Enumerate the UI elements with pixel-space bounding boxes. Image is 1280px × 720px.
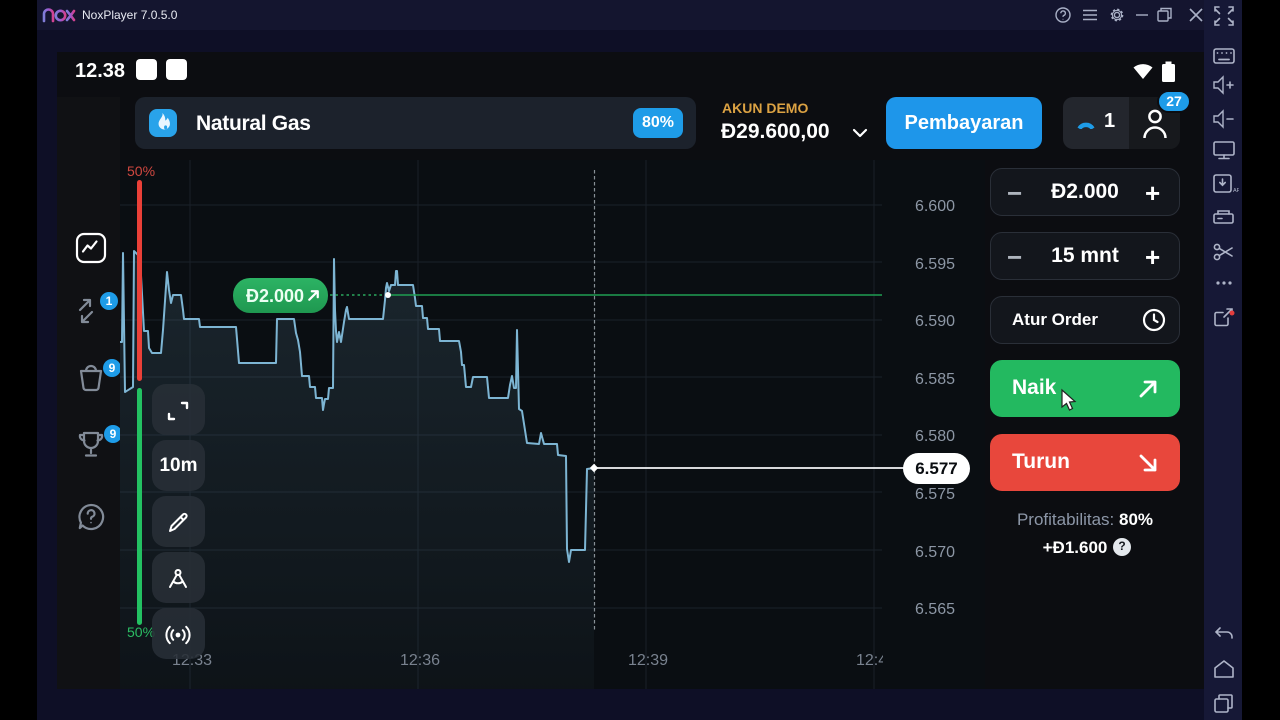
svg-text:APK: APK: [1233, 188, 1239, 194]
